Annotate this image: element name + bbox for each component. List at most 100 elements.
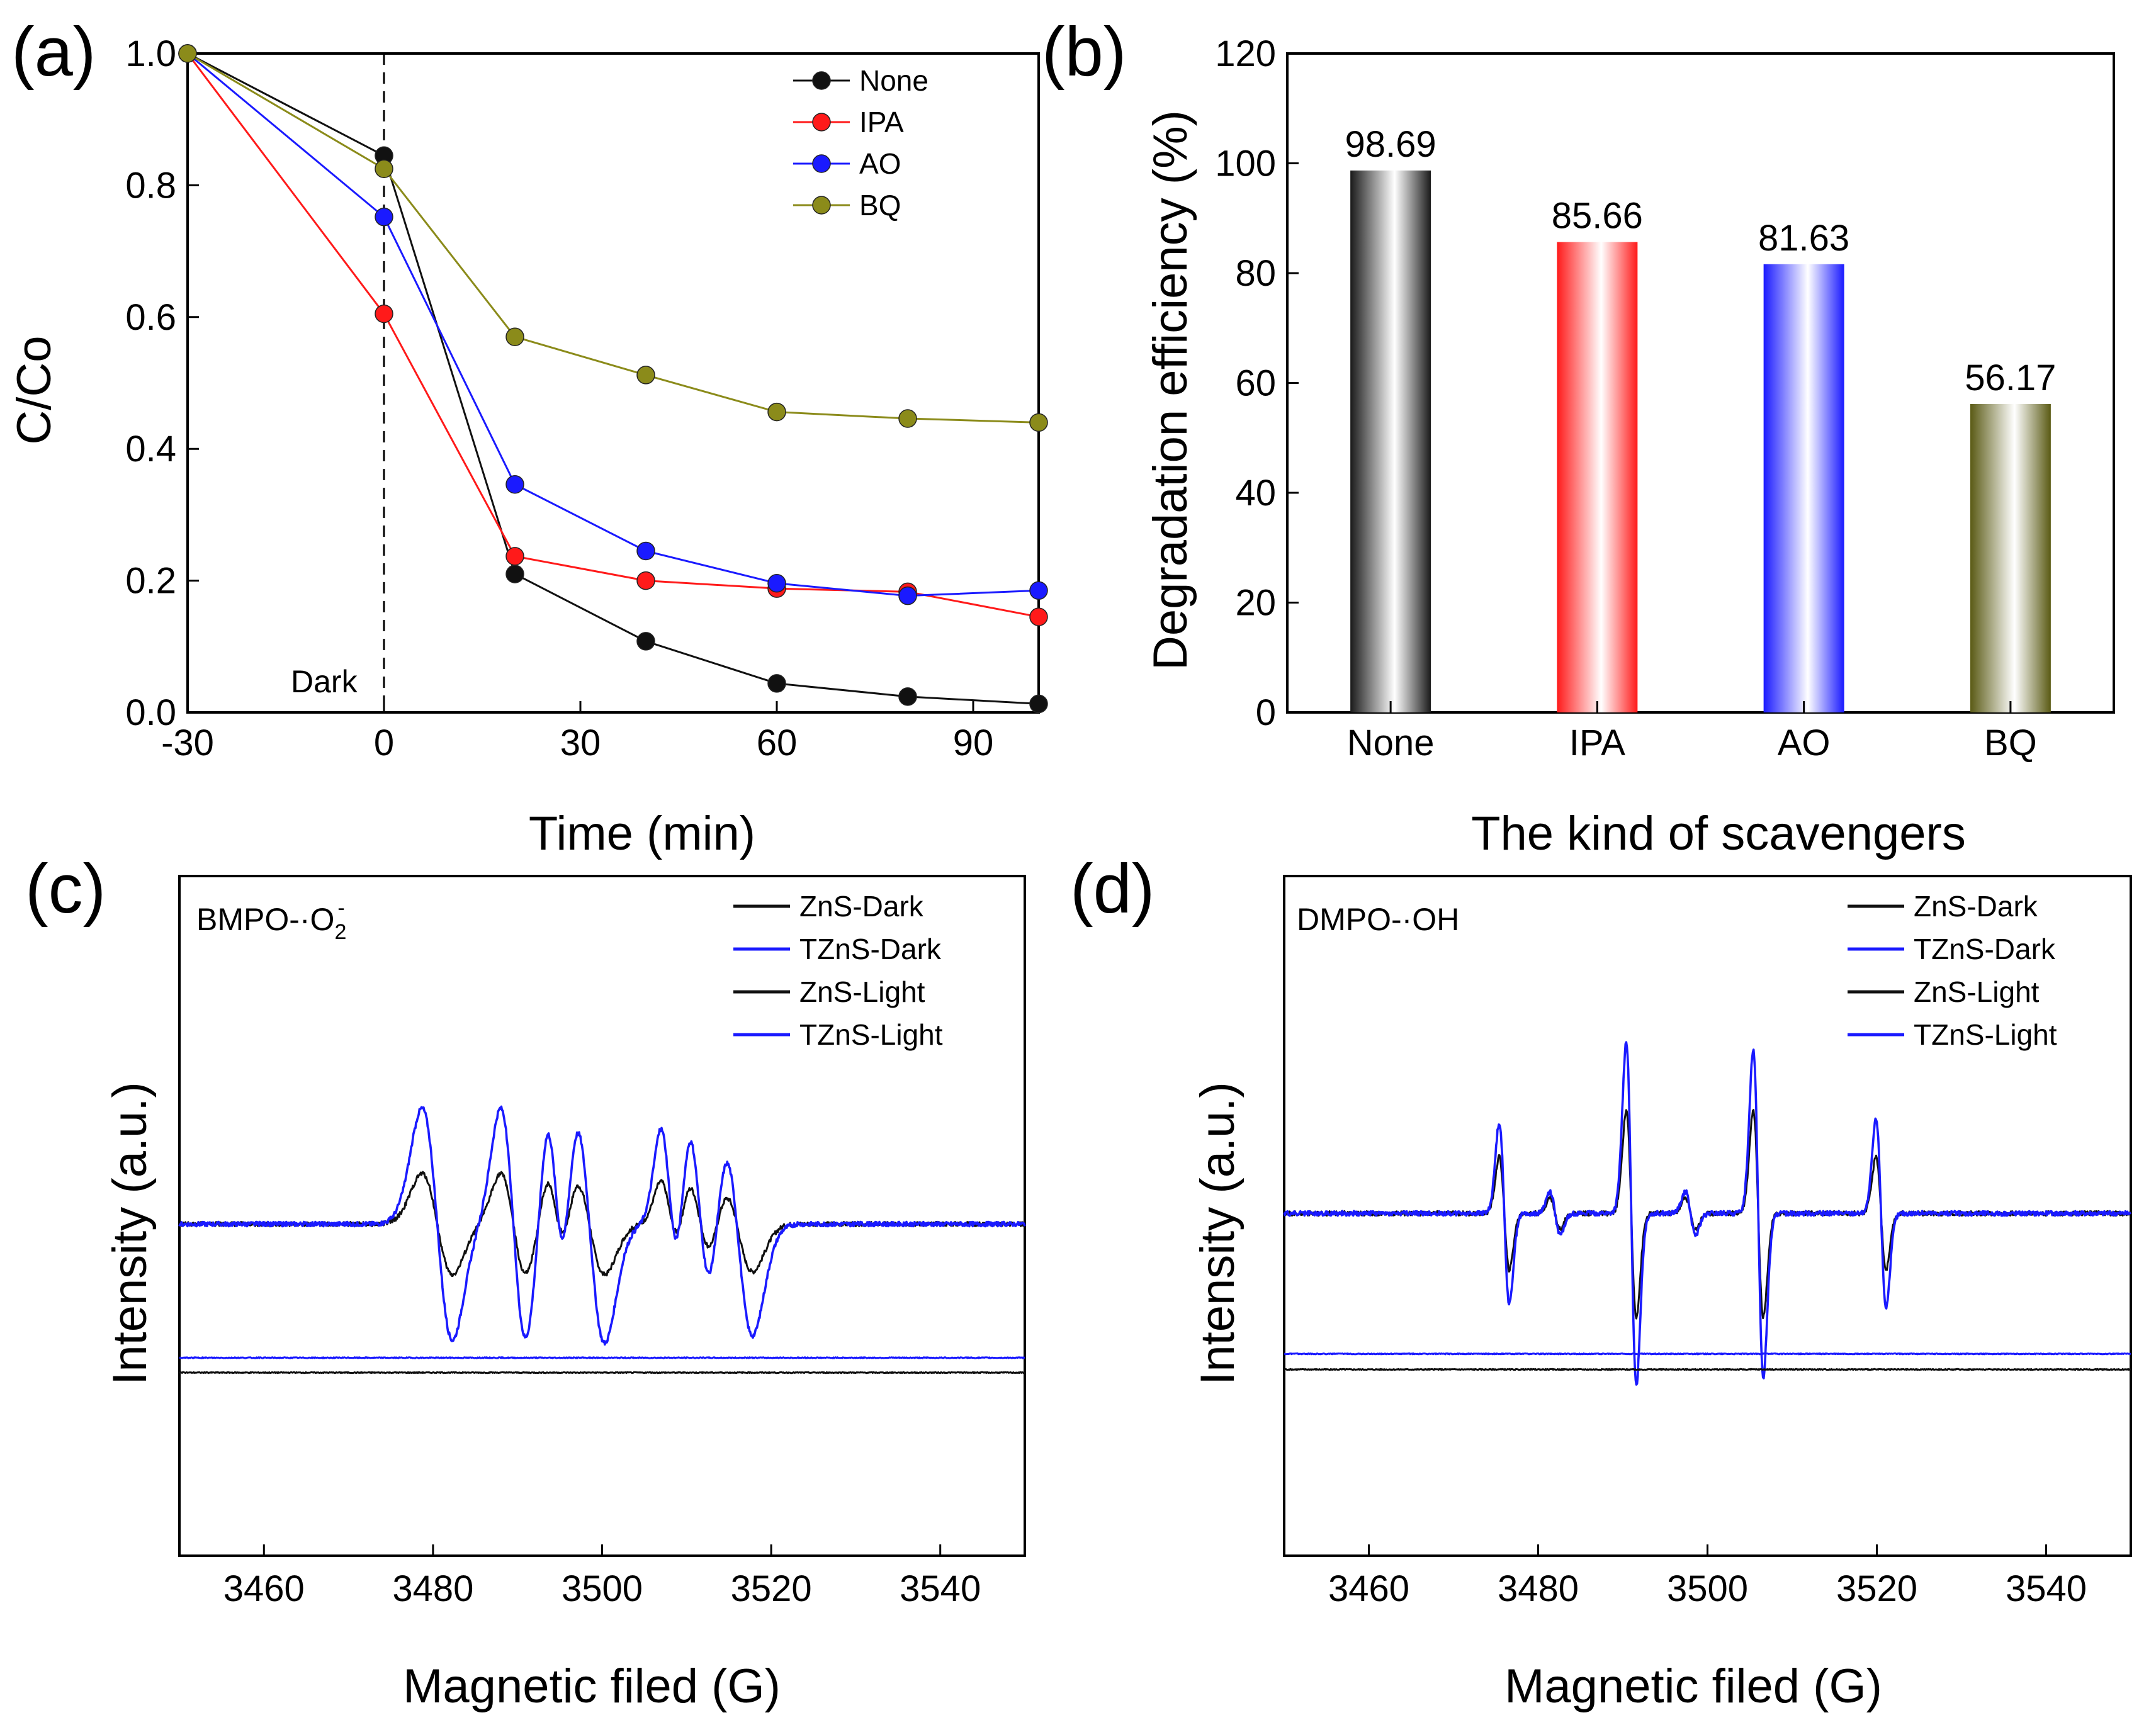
panel-b-ytick-label-2: 40 (1235, 473, 1276, 514)
panel-b-xtick-label-none: None (1347, 722, 1435, 763)
panel-c-xtick-label-1: 3480 (392, 1568, 473, 1609)
panel-d-trace-tzns-light (1283, 1041, 2132, 1386)
panel-d-ylabel: Intensity (a.u.) (1191, 1082, 1244, 1385)
panel-a-point-ipa-3 (636, 571, 655, 590)
panel-c-plot: 3460 3480 3500 3520 3540 ZnS-Dark TZnS-Dark ZnS… (178, 875, 1026, 1609)
panel-a-point-ipa-2 (505, 547, 524, 566)
panel-a-legend-label-1: IPA (859, 106, 904, 138)
panel-a-point-bq-1 (375, 159, 393, 178)
panel-d-xtick-label-4: 3540 (2006, 1568, 2087, 1609)
panel-c-legend-label-2: ZnS-Light (799, 975, 925, 1008)
panel-d-xtick-label-0: 3460 (1328, 1568, 1409, 1609)
panel-b-bar-ipa (1557, 242, 1638, 713)
panel-a-point-none-5 (898, 687, 917, 706)
panel-a-point-ipa-6 (1029, 607, 1048, 626)
panel-a-legend-marker-1 (812, 113, 831, 132)
panel-a-point-ao-2 (505, 475, 524, 494)
panel-c: (c) Magnetic filed (G) Intensity (a.u.) … (25, 850, 1026, 1713)
panel-c-note-sub: 2 (334, 920, 346, 944)
panel-a-xtick-label-1: 0 (374, 722, 394, 763)
panel-c-legend-label-1: TZnS-Dark (799, 933, 942, 965)
panel-a-ytick-label-5: 1.0 (125, 33, 176, 74)
panel-a-legend-marker-3 (812, 196, 831, 215)
panel-b-xtick-label-ipa: IPA (1569, 722, 1625, 763)
panel-b-xlabel: The kind of scavengers (1471, 807, 1966, 860)
panel-a-point-bq-2 (505, 327, 524, 346)
panel-b-ytick-label-5: 100 (1215, 143, 1276, 184)
panel-c-xtick-label-3: 3520 (731, 1568, 812, 1609)
panel-a-point-none-4 (767, 674, 786, 693)
panel-a-xtick-label-0: -30 (161, 722, 214, 763)
panel-c-xtick-label-4: 3540 (900, 1568, 981, 1609)
panel-c-spin-adduct-note: BMPO-·O2- (196, 896, 346, 944)
panel-d-xtick-label-1: 3480 (1498, 1568, 1579, 1609)
panel-b-ytick-label-3: 60 (1235, 363, 1276, 404)
panel-d-xtick-label-3: 3520 (1836, 1568, 1917, 1609)
panel-c-trace-zns-dark (179, 1371, 1025, 1374)
panel-a-ylabel: C/Co (8, 335, 61, 444)
panel-d-legend-label-0: ZnS-Dark (1914, 890, 2038, 923)
panel-d-legend-label-1: TZnS-Dark (1914, 933, 2056, 965)
panel-b-value-label-ipa: 85.66 (1552, 196, 1643, 237)
panel-d-label: (d) (1070, 850, 1154, 928)
panel-a-ytick-label-4: 0.8 (125, 165, 176, 206)
panel-a-ytick-label-0: 0.0 (125, 692, 176, 733)
panel-c-xtick-label-0: 3460 (223, 1568, 305, 1609)
panel-a-ytick-label-2: 0.4 (125, 429, 176, 469)
panel-a-xtick-label-3: 60 (757, 722, 798, 763)
panel-a-xlabel: Time (min) (529, 807, 755, 860)
panel-b-bar-none (1350, 170, 1431, 712)
panel-d-note-main: DMPO-·OH (1297, 902, 1459, 937)
panel-c-xtick-label-2: 3500 (562, 1568, 643, 1609)
panel-c-ylabel: Intensity (a.u.) (103, 1082, 157, 1385)
panel-a-point-ipa-1 (375, 304, 393, 323)
panel-a-ytick-label-3: 0.6 (125, 297, 176, 338)
panel-a-point-none-3 (636, 632, 655, 651)
panel-a-ytick-label-1: 0.2 (125, 561, 176, 602)
panel-b: (b) The kind of scavengers Degradation e… (1042, 13, 2115, 860)
panel-a-point-none-6 (1029, 694, 1048, 714)
panel-c-note-main: BMPO-·O (196, 902, 334, 937)
panel-b-value-label-bq: 56.17 (1965, 357, 2056, 398)
panel-d-spin-adduct-note: DMPO-·OH (1297, 902, 1459, 937)
panel-c-label: (c) (25, 850, 106, 928)
panel-a-dark-annotation: Dark (291, 664, 358, 699)
panel-a-plot: -30 0 30 60 90 0.0 0.2 0.4 0.6 0.8 1.0 None IPA AO BQ (125, 33, 1048, 763)
panel-b-bar-ao (1763, 264, 1844, 712)
panel-d: (d) Magnetic filed (G) Intensity (a.u.) … (1070, 850, 2132, 1713)
panel-a-legend-label-2: AO (859, 147, 901, 180)
panel-d-legend-label-3: TZnS-Light (1914, 1018, 2057, 1051)
panel-a-point-ao-1 (375, 207, 393, 227)
panel-b-bar-bq (1970, 403, 2051, 712)
panel-a-legend-label-3: BQ (859, 189, 901, 222)
panel-c-legend-label-0: ZnS-Dark (799, 890, 924, 923)
panel-c-note-sup: - (337, 896, 344, 920)
panel-d-xtick-label-2: 3500 (1667, 1568, 1748, 1609)
panel-b-ytick-label-4: 80 (1235, 253, 1276, 294)
panel-b-value-label-ao: 81.63 (1758, 218, 1849, 259)
panel-c-legend-label-3: TZnS-Light (799, 1018, 943, 1051)
panel-c-xlabel: Magnetic filed (G) (403, 1660, 781, 1713)
panel-a-point-bq-5 (898, 409, 917, 428)
panel-b-ytick-label-1: 20 (1235, 583, 1276, 624)
panel-c-trace-tzns-dark (179, 1356, 1025, 1359)
panel-b-xtick-label-ao: AO (1778, 722, 1831, 763)
panel-a-point-ao-6 (1029, 581, 1048, 600)
panel-a-point-bq-4 (767, 402, 786, 422)
panel-b-ylabel: Degradation efficiency (%) (1144, 110, 1197, 670)
panel-d-xlabel: Magnetic filed (G) (1504, 1660, 1882, 1713)
panel-a-label: (a) (11, 13, 96, 91)
panel-b-value-label-none: 98.69 (1345, 124, 1436, 165)
panel-a-point-bq-6 (1029, 413, 1048, 432)
panel-a-point-ao-3 (636, 541, 655, 561)
panel-a: (a) Time (min) C/Co Dark -30 0 30 60 90 0.0 0.… (8, 13, 1048, 860)
panel-b-label: (b) (1042, 13, 1126, 91)
panel-b-ytick-label-0: 0 (1256, 692, 1276, 733)
panel-a-point-ao-5 (898, 586, 917, 605)
panel-a-point-ao-4 (767, 574, 786, 593)
panel-a-point-bq-0 (178, 44, 197, 63)
panel-d-legend-label-2: ZnS-Light (1914, 975, 2040, 1008)
panel-a-legend-label-0: None (859, 64, 928, 97)
panel-a-xtick-label-4: 90 (953, 722, 994, 763)
